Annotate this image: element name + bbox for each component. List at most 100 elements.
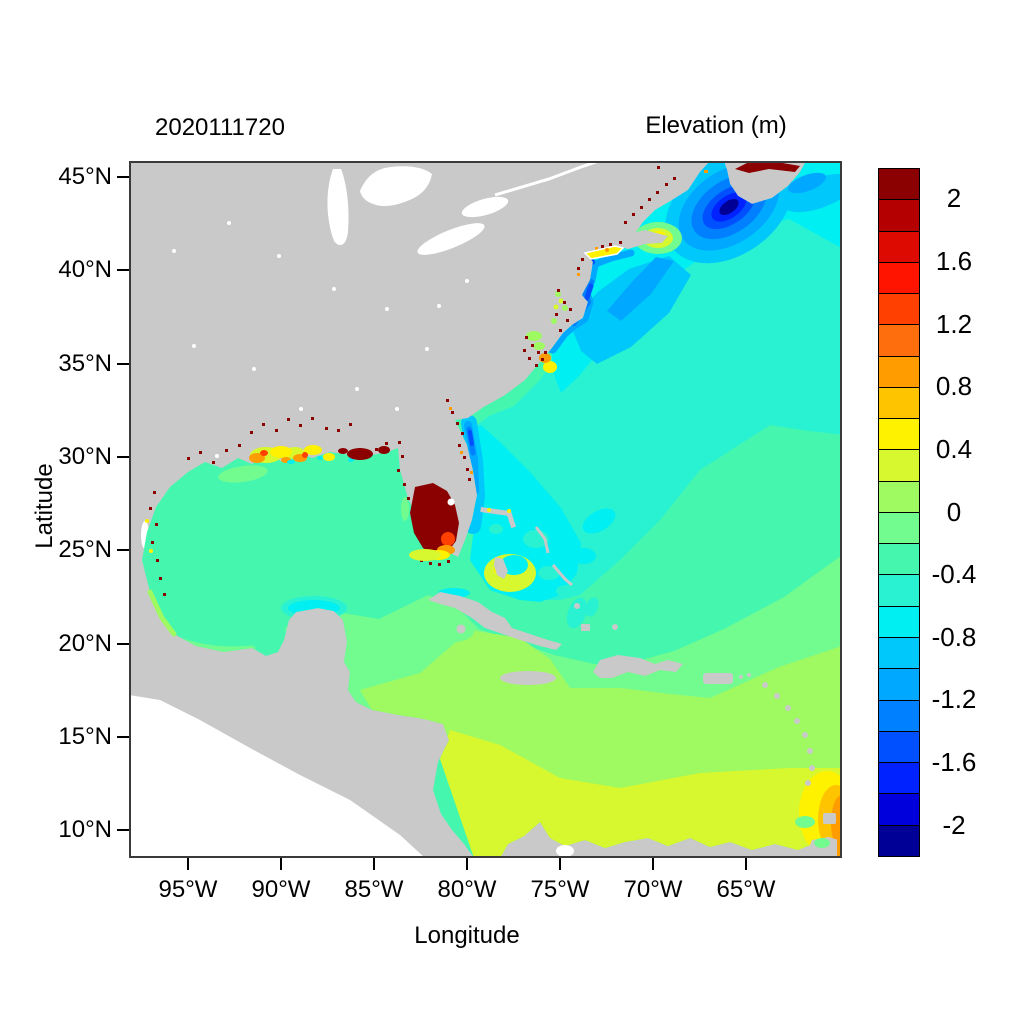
y-axis-title: Latitude <box>31 463 58 549</box>
y-axis-tick-label: 15°N <box>58 723 112 750</box>
y-axis-tick-label: 25°N <box>58 536 112 564</box>
x-axis-tick-label: 65°W <box>716 876 776 903</box>
east-of-ns-lightblue <box>782 173 842 213</box>
y-axis-tick-label: 45°N <box>58 163 112 190</box>
orangered-flood-cells <box>260 450 308 458</box>
st-lawrence-river <box>494 161 600 197</box>
colorbar-cell <box>879 793 919 825</box>
colorbar-cell <box>879 730 919 763</box>
colorbar-cell <box>879 762 919 794</box>
colorbar-cell <box>879 480 919 512</box>
x-axis-tick <box>187 858 189 870</box>
y-axis-tick <box>117 642 129 645</box>
colorbar-cell <box>879 199 919 231</box>
x-axis-tick <box>466 858 468 870</box>
colorbar-cell <box>879 293 919 325</box>
map-plot-area <box>129 161 842 858</box>
lake-michigan <box>327 169 349 246</box>
lesser-antilles <box>739 673 815 786</box>
lake-maracaibo <box>556 845 574 857</box>
coastal-flood-features <box>145 162 842 858</box>
colorbar-cell <box>879 261 919 294</box>
y-axis-tick-label: 10°N <box>58 816 112 844</box>
x-axis-tick-label: 75°W <box>530 876 590 903</box>
flcoast-deepest-stroke <box>468 430 474 446</box>
lake-huron <box>360 166 432 206</box>
colorbar-tick-label: -0.4 <box>931 559 977 590</box>
colorbar-tick-label: -1.2 <box>931 684 977 715</box>
isle-of-youth <box>456 624 466 634</box>
jamaica <box>500 671 556 685</box>
y-axis-tick <box>117 736 129 738</box>
colorbar-tick-label: 1.6 <box>935 245 973 276</box>
marsh-cyan-specks <box>287 456 354 464</box>
lake-ontario <box>461 196 509 218</box>
x-axis-tick-label: 90°W <box>251 876 311 903</box>
x-axis-tick-label: 70°W <box>623 876 683 903</box>
x-axis-tick-label: 80°W <box>437 876 497 903</box>
colorbar-tick-label: -0.8 <box>931 621 977 652</box>
abaco <box>505 510 517 529</box>
y-axis-tick <box>117 456 129 458</box>
colorbar-tick-label: 0.8 <box>935 371 973 402</box>
colorbar-tick-label: -1.6 <box>931 747 977 778</box>
plot-border <box>129 161 842 858</box>
lesser-antilles-green-patch <box>795 816 815 828</box>
colorbar-tick-label: -2 <box>942 809 966 840</box>
no-data-areas <box>129 161 600 858</box>
y-axis-tick-label: 30°N <box>58 443 112 470</box>
grand-bahama <box>480 507 508 516</box>
east-of-ns-blue <box>788 172 826 194</box>
turks <box>612 624 618 630</box>
colorbar-cell <box>879 324 919 356</box>
lake-okeechobee <box>447 498 455 506</box>
trinidad <box>823 813 836 824</box>
colorbar-cell <box>879 824 919 856</box>
region-minus0p5-turquoise <box>470 201 842 600</box>
swfl-green-fringe <box>401 497 409 521</box>
x-axis-tick <box>652 858 654 870</box>
trinidad-orange-core <box>831 795 842 851</box>
yellow-flood-cells <box>145 361 557 553</box>
colorbar-cell <box>879 605 919 637</box>
colorbar-cell <box>879 668 919 700</box>
great-inagua <box>581 624 590 631</box>
y-axis-tick <box>117 269 129 272</box>
x-axis-title: Longitude <box>414 922 520 949</box>
colorbar-cell <box>879 418 919 450</box>
hispaniola <box>593 655 683 678</box>
y-axis-tick <box>117 829 129 832</box>
y-axis-tick <box>117 362 129 365</box>
colorbar-cell <box>879 699 919 731</box>
y-axis-tick <box>117 549 129 552</box>
delta-green-patch <box>814 838 830 848</box>
midatlantic-blue-band <box>607 257 674 321</box>
colorbar-cell <box>879 386 919 419</box>
mexico-coast-fringe <box>147 589 177 637</box>
everglades-yellowgreen <box>409 549 441 561</box>
colorbar-tick-label: 1.2 <box>935 308 973 339</box>
x-axis-tick <box>373 858 375 870</box>
long-island-orange-dot <box>605 248 609 252</box>
run-timestamp-title: 2020111720 <box>155 114 285 141</box>
colorbar-cell <box>879 355 919 387</box>
y-axis-tick <box>117 176 129 178</box>
colorbar-cell <box>879 169 919 200</box>
colorbar-cell <box>879 574 919 606</box>
green-flood-cells <box>526 291 568 350</box>
colorbar <box>878 168 920 857</box>
long-island-flood-strip <box>583 245 625 260</box>
eleuthera <box>534 526 550 554</box>
longisland-blue-stroke <box>589 249 635 269</box>
colorbar-title: Elevation (m) <box>645 112 787 139</box>
lake-erie <box>417 223 485 255</box>
colorbar-cell <box>879 636 919 669</box>
x-axis-tick-label: 85°W <box>344 876 404 903</box>
x-axis-tick <box>280 858 282 870</box>
small-inland-lakes <box>172 221 469 458</box>
colorbar-tick-label: 2 <box>946 183 962 214</box>
novascotia-north-strip <box>735 162 800 173</box>
delaware-deepest-stroke <box>584 283 594 301</box>
crooked-island <box>574 603 580 609</box>
